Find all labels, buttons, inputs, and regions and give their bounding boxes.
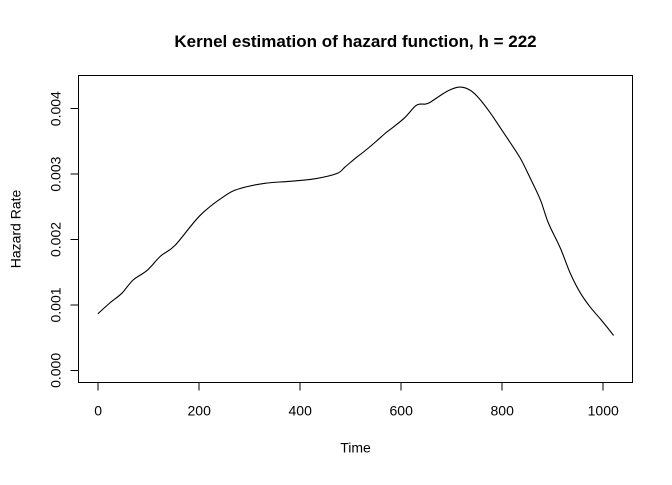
x-tick-label: 200 [188, 403, 212, 419]
x-tick-label: 0 [94, 403, 102, 419]
hazard-curve-line [97, 86, 614, 336]
x-tick-label: 800 [491, 403, 515, 419]
x-tick-label: 1000 [588, 403, 619, 419]
y-tick-label: 0.004 [48, 91, 64, 126]
y-axis-title: Hazard Rate [8, 189, 24, 268]
chart-title: Kernel estimation of hazard function, h … [174, 32, 536, 51]
x-tick-label: 400 [289, 403, 313, 419]
x-axis-title: Time [340, 440, 371, 456]
y-tick-label: 0.000 [48, 353, 64, 388]
x-tick-label: 600 [390, 403, 414, 419]
y-tick-label: 0.002 [48, 222, 64, 257]
y-tick-label: 0.003 [48, 156, 64, 191]
y-tick-label: 0.001 [48, 287, 64, 322]
plot-border [78, 75, 633, 383]
